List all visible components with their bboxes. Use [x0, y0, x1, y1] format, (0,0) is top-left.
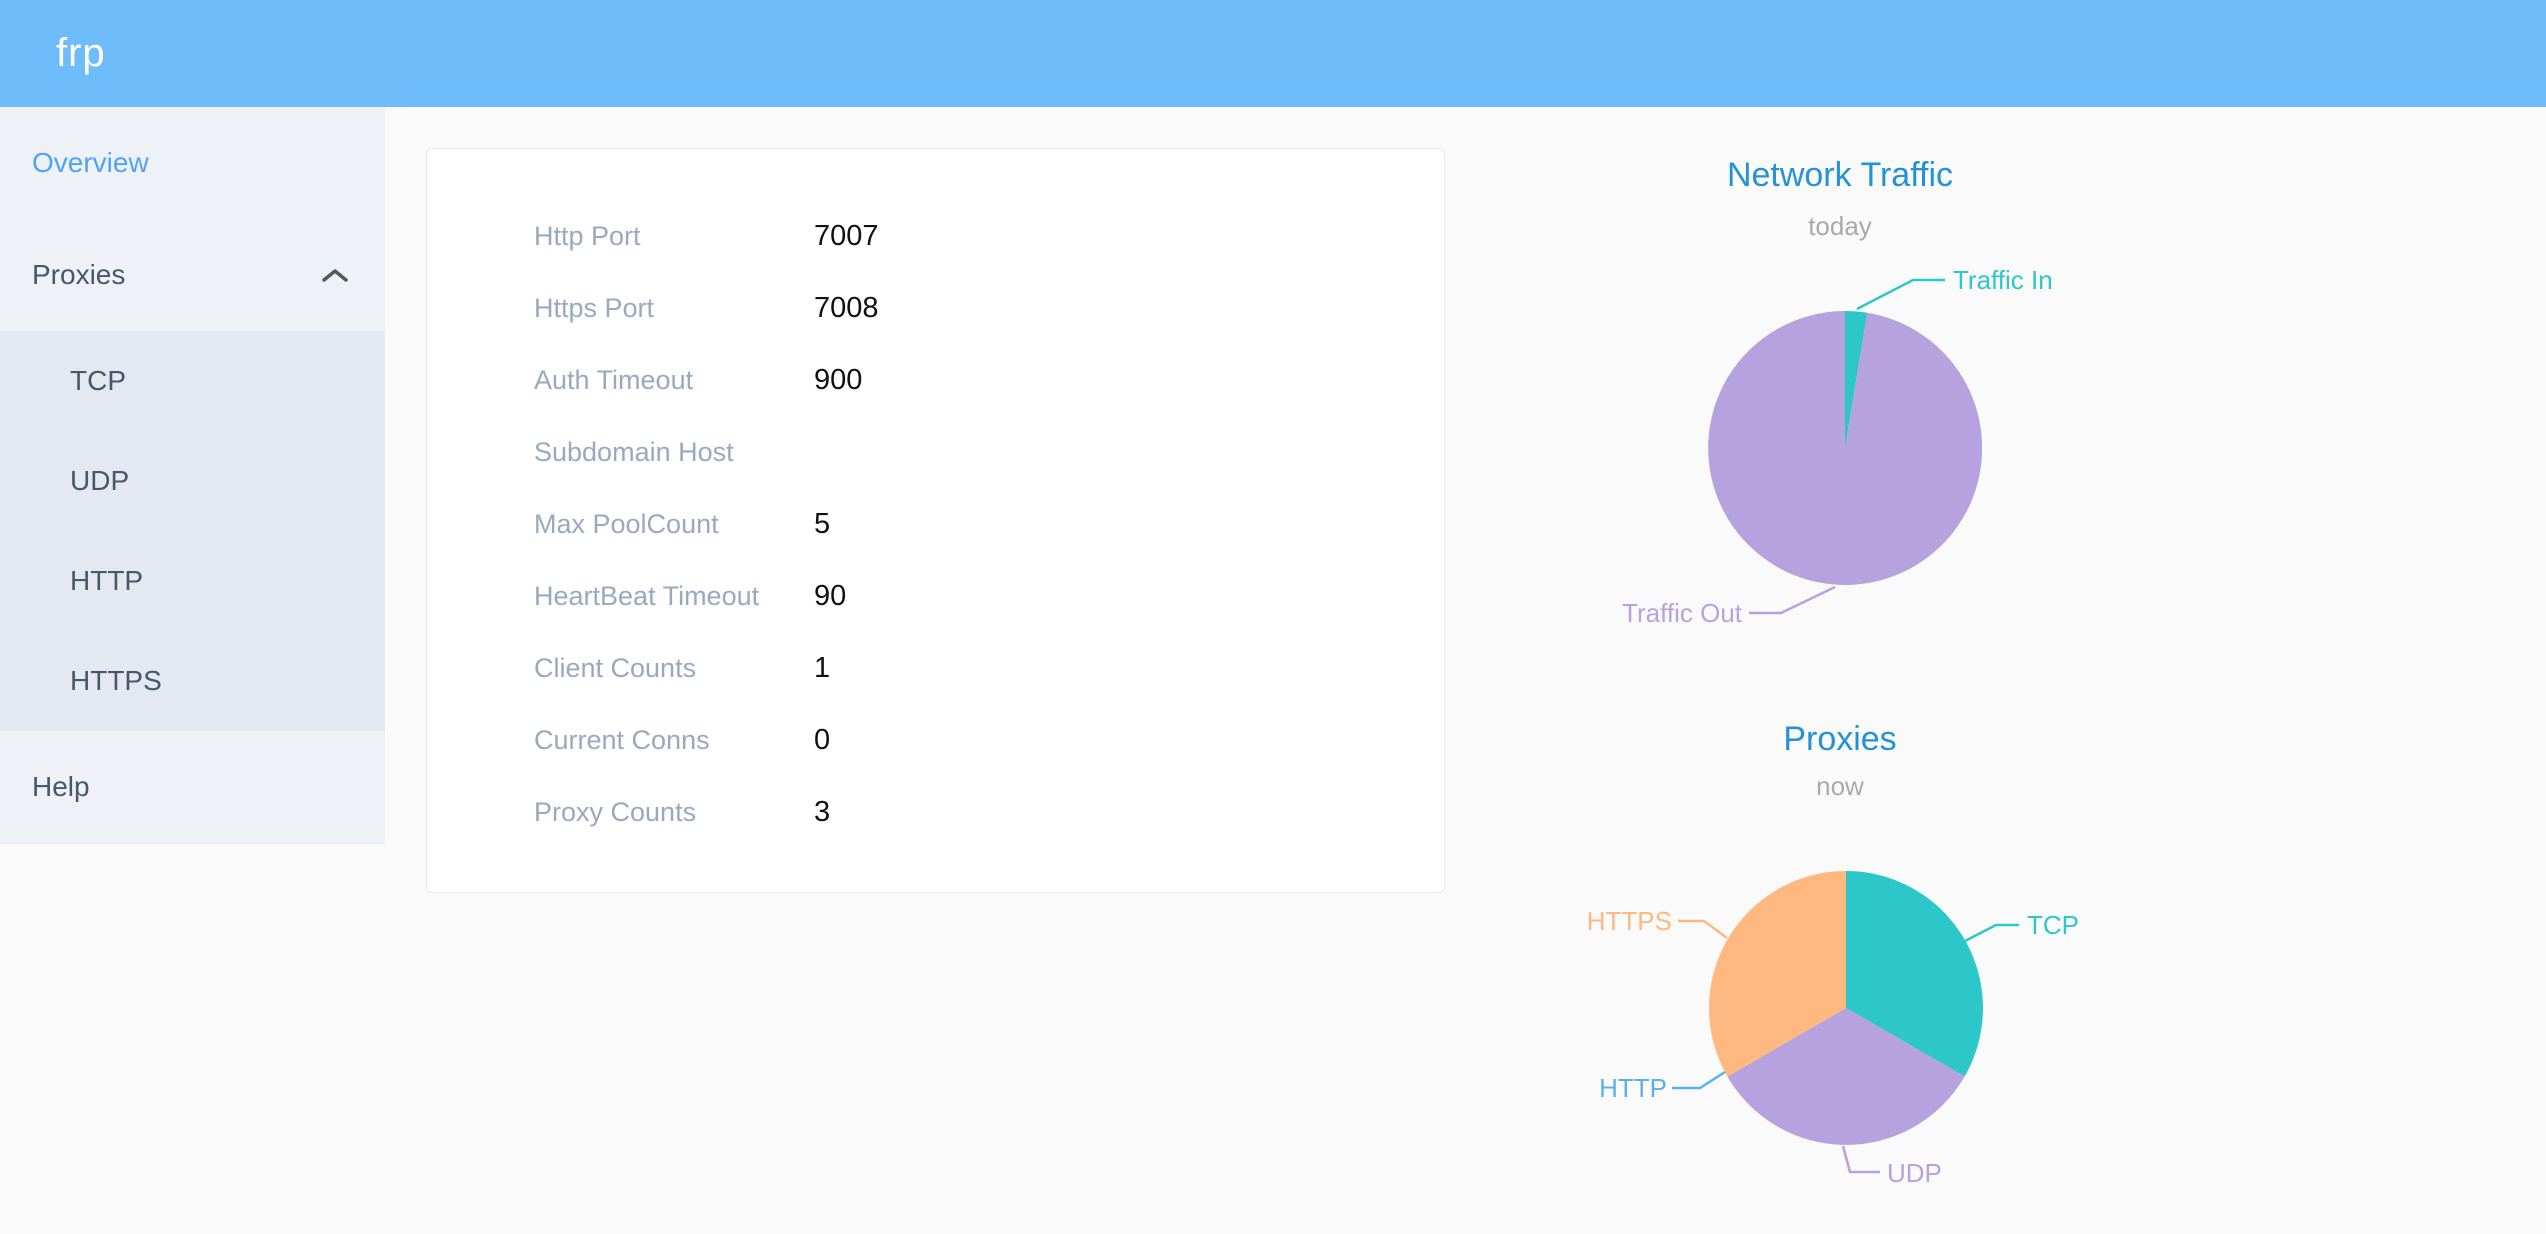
- row-label: Current Conns: [534, 724, 710, 755]
- sidebar-item-label: UDP: [70, 465, 130, 496]
- app-logo: frp: [56, 31, 106, 75]
- pie-label-https: HTTPS: [1587, 906, 1672, 936]
- server-info-card: Http Port 7007 Https Port 7008 Auth Time…: [426, 148, 1445, 893]
- sidebar-item-help[interactable]: Help: [0, 731, 385, 843]
- row-label: HeartBeat Timeout: [534, 580, 760, 611]
- sidebar-item-proxies[interactable]: Proxies: [0, 219, 385, 331]
- row-value: 1: [814, 651, 831, 684]
- traffic-in-leader-line: [1856, 278, 1945, 311]
- pie-slice-traffic-in[interactable]: [1845, 310, 1868, 448]
- table-row: Current Conns 0: [427, 704, 1444, 776]
- table-row: Proxy Counts 3: [427, 776, 1444, 848]
- sidebar-item-label: HTTP: [70, 565, 144, 596]
- server-info-rows: Http Port 7007 Https Port 7008 Auth Time…: [427, 200, 1444, 848]
- row-label: Client Counts: [534, 652, 697, 683]
- sidebar-item-label: Overview: [32, 147, 149, 178]
- pie-label-http: HTTP: [1599, 1073, 1667, 1103]
- pie-label-udp: UDP: [1887, 1158, 1942, 1188]
- https-leader-line: [1678, 919, 1728, 940]
- sidebar-item-https[interactable]: HTTPS: [0, 631, 385, 731]
- pie-slice-https[interactable]: [1709, 871, 1846, 1077]
- sidebar-item-label: HTTPS: [70, 665, 162, 696]
- row-value: 7008: [814, 291, 879, 324]
- proxies-chart-subtitle: now: [1816, 771, 1864, 801]
- pie-label-traffic-out: Traffic Out: [1622, 598, 1743, 628]
- sidebar-nav: Overview Proxies TCP UDP HTTP HTTPS Help: [0, 107, 385, 844]
- traffic-out-leader-line: [1749, 585, 1836, 615]
- network-traffic-title: Network Traffic: [1726, 156, 1954, 194]
- sidebar-item-overview[interactable]: Overview: [0, 107, 385, 219]
- proxies-chart-title: Proxies: [1783, 720, 1897, 758]
- table-row: Auth Timeout 900: [427, 344, 1444, 416]
- table-row: Subdomain Host: [427, 416, 1444, 488]
- sidebar-item-tcp[interactable]: TCP: [0, 331, 385, 431]
- row-label: Max PoolCount: [534, 508, 719, 539]
- http-leader-line: [1672, 1070, 1726, 1090]
- row-label: Https Port: [534, 292, 655, 323]
- table-row: Http Port 7007: [427, 200, 1444, 272]
- row-value: 900: [814, 363, 863, 396]
- table-row: Https Port 7008: [427, 272, 1444, 344]
- sidebar-item-udp[interactable]: UDP: [0, 431, 385, 531]
- pie-label-tcp: TCP: [2027, 910, 2079, 940]
- pie-label-traffic-in: Traffic In: [1953, 265, 2053, 295]
- chevron-up-icon: [322, 269, 348, 282]
- table-row: Client Counts 1: [427, 632, 1444, 704]
- app-header: frp: [0, 0, 2546, 107]
- proxies-submenu: TCP UDP HTTP HTTPS: [0, 331, 385, 731]
- row-value: 90: [814, 579, 847, 612]
- row-label: Subdomain Host: [534, 436, 734, 467]
- sidebar-item-http[interactable]: HTTP: [0, 531, 385, 631]
- row-label: Http Port: [534, 220, 641, 251]
- row-label: Auth Timeout: [534, 364, 694, 395]
- pie-slice-tcp[interactable]: [1846, 871, 1983, 1077]
- network-traffic-subtitle: today: [1808, 211, 1872, 241]
- row-value: 3: [814, 795, 831, 828]
- sidebar-item-label: TCP: [70, 365, 126, 396]
- row-value: 0: [814, 723, 831, 756]
- udp-leader-line: [1841, 1145, 1880, 1174]
- tcp-leader-line: [1964, 923, 2019, 943]
- proxies-pie-chart: TCP UDP HTTP HTTPS: [1587, 871, 2079, 1188]
- row-value: 5: [814, 507, 831, 540]
- table-row: Max PoolCount 5: [427, 488, 1444, 560]
- network-traffic-pie-chart: Traffic In Traffic Out: [1622, 265, 2053, 628]
- pie-slice-udp[interactable]: [1727, 1008, 1965, 1145]
- table-row: HeartBeat Timeout 90: [427, 560, 1444, 632]
- pie-slice-traffic-out[interactable]: [1708, 311, 1983, 585]
- row-value: 7007: [814, 219, 879, 252]
- row-label: Proxy Counts: [534, 796, 697, 827]
- sidebar-item-label: Help: [32, 771, 90, 802]
- sidebar-item-label: Proxies: [32, 259, 126, 290]
